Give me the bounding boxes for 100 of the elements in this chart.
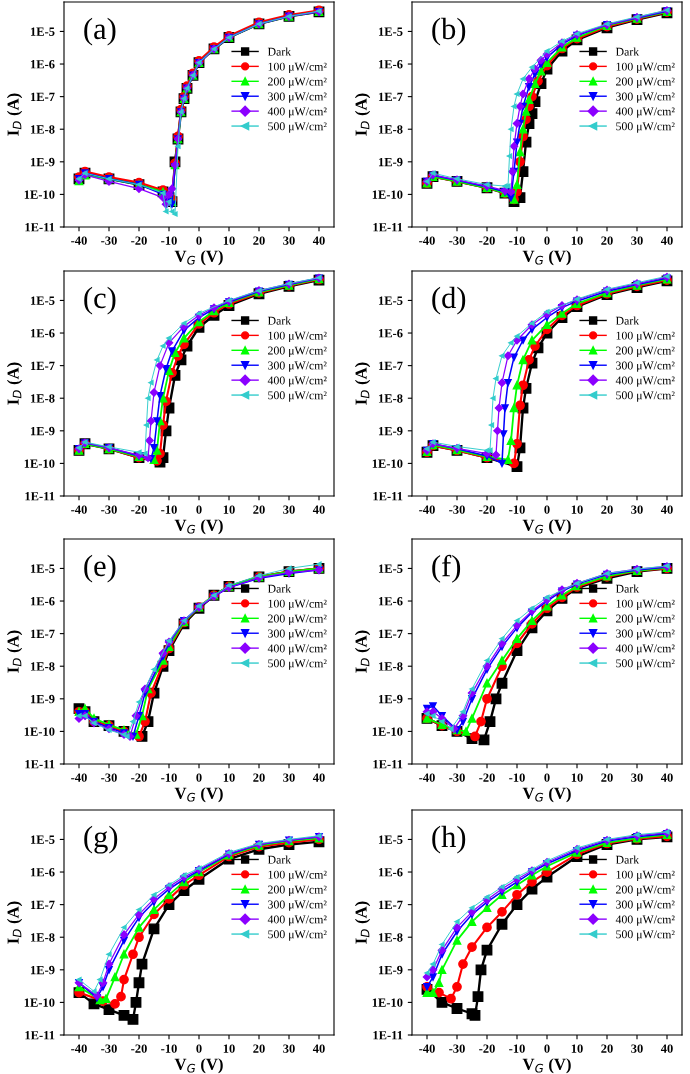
x-tick-label: 10 xyxy=(571,1044,583,1053)
legend-label: 500 μW/cm² xyxy=(268,391,327,402)
x-tick-label: 40 xyxy=(312,505,325,514)
y-tick-label: 1E-6 xyxy=(378,60,403,69)
x-tick-label: -40 xyxy=(71,773,87,782)
y-tick-label: 1E-11 xyxy=(25,492,55,501)
legend-label: 300 μW/cm² xyxy=(616,361,675,372)
y-tick-label: 1E-8 xyxy=(378,125,403,134)
y-tick-label: 1E-5 xyxy=(30,27,55,36)
y-tick-label: 1E-7 xyxy=(378,92,403,101)
legend-label: 500 μW/cm² xyxy=(616,122,675,133)
legend-label: 400 μW/cm² xyxy=(267,376,327,387)
y-tick-label: 1E-7 xyxy=(30,92,55,101)
x-tick-label: 40 xyxy=(660,1044,673,1053)
x-tick-label: 20 xyxy=(601,1044,613,1053)
legend-label: 100 μW/cm² xyxy=(268,870,327,882)
y-tick-label: 1E-9 xyxy=(378,426,403,436)
x-axis-title: V$_{G}$ (V) xyxy=(522,519,571,535)
legend-label: 200 μW/cm² xyxy=(616,346,675,357)
x-tick-label: 20 xyxy=(253,505,265,514)
y-tick-label: 1E-6 xyxy=(378,329,403,338)
y-axis-title: I$_{D}$ (A) xyxy=(355,362,371,405)
legend-label: 100 μW/cm² xyxy=(268,62,327,74)
x-tick-label: 40 xyxy=(312,1044,325,1053)
y-tick-label: 1E-9 xyxy=(378,694,403,704)
x-tick-label: 0 xyxy=(196,236,202,245)
x-tick-label: 30 xyxy=(283,505,295,514)
x-tick-label: -40 xyxy=(419,1044,435,1053)
legend-label: 400 μW/cm² xyxy=(615,915,675,926)
x-tick-label: 0 xyxy=(196,505,202,514)
y-tick-label: 1E-5 xyxy=(30,564,55,573)
y-tick-label: 1E-7 xyxy=(378,629,403,638)
x-tick-label: 0 xyxy=(544,773,550,782)
x-tick-label: 10 xyxy=(223,505,235,514)
legend-label: 300 μW/cm² xyxy=(616,629,675,640)
annotation: (g) xyxy=(84,825,118,854)
legend-label: 300 μW/cm² xyxy=(268,361,327,372)
y-tick-label: 1E-10 xyxy=(24,459,55,468)
x-tick-label: -10 xyxy=(161,1044,177,1053)
x-tick-label: 40 xyxy=(312,773,325,782)
legend-label: 500 μW/cm² xyxy=(268,122,327,133)
y-tick-label: 1E-10 xyxy=(24,727,55,736)
x-tick-label: 40 xyxy=(660,236,673,245)
legend-label: 200 μW/cm² xyxy=(268,885,327,896)
y-tick-label: 1E-11 xyxy=(373,492,403,501)
legend-label: Dark xyxy=(267,316,292,325)
y-tick-label: 1E-11 xyxy=(373,760,403,769)
x-tick-label: -40 xyxy=(419,773,435,782)
x-tick-label: 30 xyxy=(283,236,295,245)
y-tick-label: 1E-7 xyxy=(378,900,403,909)
x-tick-label: -20 xyxy=(479,236,495,245)
x-tick-label: 30 xyxy=(631,505,643,514)
legend-label: 500 μW/cm² xyxy=(616,930,675,941)
x-tick-label: -40 xyxy=(419,236,435,245)
x-axis-title: V$_{G}$ (V) xyxy=(522,787,571,803)
legend-label: Dark xyxy=(615,855,640,864)
x-tick-label: 10 xyxy=(571,773,583,782)
y-tick-label: 1E-7 xyxy=(30,361,55,370)
y-tick-label: 1E-5 xyxy=(378,296,403,305)
legend-label: 100 μW/cm² xyxy=(616,870,675,882)
x-tick-label: -20 xyxy=(131,505,147,514)
x-tick-label: 20 xyxy=(253,236,265,245)
legend-label: 300 μW/cm² xyxy=(616,92,675,103)
legend-label: 200 μW/cm² xyxy=(268,77,327,88)
y-axis-title: I$_{D}$ (A) xyxy=(355,901,371,944)
legend-label: 200 μW/cm² xyxy=(616,885,675,896)
legend-label: 300 μW/cm² xyxy=(268,900,327,911)
x-tick-label: 0 xyxy=(196,1044,202,1053)
x-tick-label: 10 xyxy=(571,505,583,514)
x-tick-label: -30 xyxy=(101,236,117,245)
x-tick-label: 40 xyxy=(660,773,673,782)
x-axis-title: V$_{G}$ (V) xyxy=(174,787,223,803)
y-tick-label: 1E-9 xyxy=(378,965,403,975)
legend-label: Dark xyxy=(267,855,292,864)
legend-label: 500 μW/cm² xyxy=(616,391,675,402)
x-axis-title: V$_{G}$ (V) xyxy=(174,250,223,266)
y-tick-label: 1E-10 xyxy=(372,459,403,468)
legend-label: 300 μW/cm² xyxy=(268,629,327,640)
legend-label: 100 μW/cm² xyxy=(268,599,327,611)
x-tick-label: 10 xyxy=(571,236,583,245)
x-tick-label: 20 xyxy=(601,505,613,514)
x-tick-label: 40 xyxy=(660,505,673,514)
legend-label: 400 μW/cm² xyxy=(267,107,327,118)
legend-label: Dark xyxy=(267,47,292,56)
y-axis-title: I$_{D}$ (A) xyxy=(355,630,371,673)
y-axis-title: I$_{D}$ (A) xyxy=(7,630,23,673)
y-axis-title: I$_{D}$ (A) xyxy=(7,901,23,944)
legend-label: 400 μW/cm² xyxy=(615,107,675,118)
y-tick-label: 1E-8 xyxy=(30,933,55,942)
legend-label: 500 μW/cm² xyxy=(268,930,327,941)
y-tick-label: 1E-7 xyxy=(30,900,55,909)
y-tick-label: 1E-8 xyxy=(30,125,55,134)
x-tick-label: -30 xyxy=(101,1044,117,1053)
y-tick-label: 1E-6 xyxy=(30,60,55,69)
y-tick-label: 1E-9 xyxy=(30,426,55,436)
x-tick-label: -20 xyxy=(131,773,147,782)
y-tick-label: 1E-11 xyxy=(373,223,403,232)
legend-label: 200 μW/cm² xyxy=(616,614,675,625)
y-tick-label: 1E-10 xyxy=(24,190,55,199)
annotation: (d) xyxy=(432,286,466,315)
